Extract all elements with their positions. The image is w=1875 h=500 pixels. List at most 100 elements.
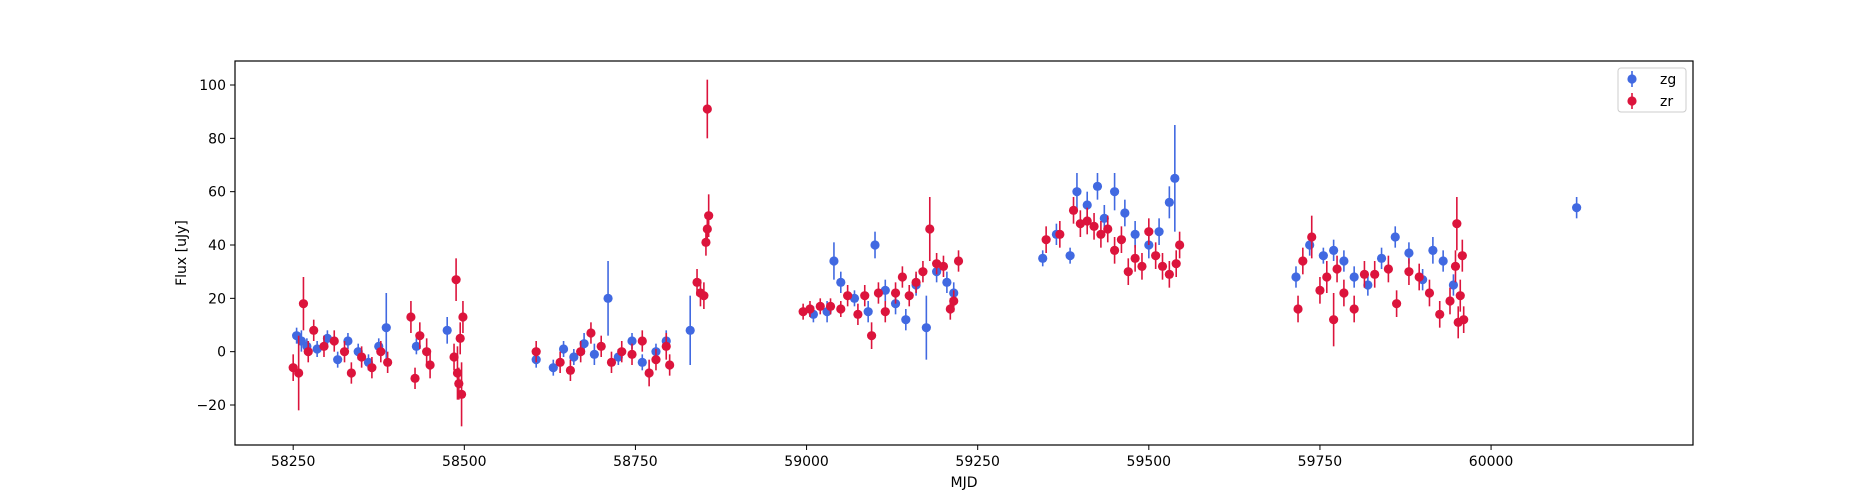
data-point bbox=[942, 277, 952, 287]
legend-marker bbox=[1627, 74, 1637, 84]
y-tick-label: 80 bbox=[208, 131, 226, 147]
data-point bbox=[651, 355, 661, 365]
data-point bbox=[1164, 197, 1174, 207]
data-point bbox=[1452, 219, 1462, 229]
data-point bbox=[1572, 203, 1582, 213]
data-point bbox=[945, 304, 955, 314]
data-point bbox=[1082, 200, 1092, 210]
data-point bbox=[1103, 224, 1113, 234]
data-point bbox=[699, 291, 709, 301]
data-point bbox=[422, 347, 432, 357]
series-zg bbox=[292, 125, 1582, 376]
data-point bbox=[586, 328, 596, 338]
data-point bbox=[1038, 253, 1048, 263]
data-point bbox=[1332, 264, 1342, 274]
data-point bbox=[1329, 245, 1339, 255]
data-point bbox=[805, 304, 815, 314]
series-layer bbox=[288, 79, 1582, 427]
y-tick-label: −20 bbox=[196, 398, 226, 414]
data-point bbox=[442, 325, 452, 335]
data-point bbox=[825, 301, 836, 311]
data-point bbox=[1414, 272, 1424, 282]
data-point bbox=[451, 275, 461, 285]
data-point bbox=[1383, 264, 1393, 274]
data-point bbox=[589, 349, 599, 359]
y-tick-label: 0 bbox=[217, 345, 226, 361]
data-point bbox=[1082, 216, 1092, 226]
data-point bbox=[637, 336, 647, 346]
data-point bbox=[665, 360, 675, 370]
data-point bbox=[329, 336, 339, 346]
data-point bbox=[1363, 280, 1373, 290]
data-point bbox=[1157, 261, 1168, 271]
data-point bbox=[870, 240, 880, 250]
data-point bbox=[627, 349, 637, 359]
plot-area-frame bbox=[234, 60, 1694, 446]
legend-marker bbox=[1627, 96, 1637, 106]
data-point bbox=[1154, 227, 1164, 237]
legend-label: zr bbox=[1660, 94, 1673, 110]
data-point bbox=[1144, 227, 1154, 237]
data-point bbox=[1298, 256, 1308, 266]
data-point bbox=[1307, 232, 1317, 242]
data-point bbox=[627, 336, 637, 346]
data-point bbox=[860, 291, 870, 301]
data-point bbox=[383, 357, 393, 367]
data-point bbox=[925, 224, 935, 234]
x-tick-label: 59000 bbox=[784, 454, 829, 470]
data-point bbox=[1339, 288, 1349, 298]
data-point bbox=[1450, 261, 1461, 271]
data-point bbox=[704, 211, 714, 221]
data-point bbox=[953, 256, 964, 266]
data-point bbox=[1318, 251, 1328, 261]
legend: zg zr bbox=[1617, 67, 1687, 113]
data-point bbox=[911, 277, 921, 287]
data-point bbox=[1072, 187, 1082, 197]
data-point bbox=[1065, 251, 1075, 261]
data-point bbox=[410, 373, 420, 383]
y-tick-label: 100 bbox=[199, 78, 226, 94]
data-point bbox=[339, 347, 350, 357]
data-point bbox=[853, 309, 863, 319]
data-point bbox=[1392, 299, 1402, 309]
data-point bbox=[866, 331, 877, 341]
data-point bbox=[381, 323, 391, 333]
data-point bbox=[1457, 251, 1467, 261]
data-point bbox=[701, 237, 711, 247]
series-zr bbox=[288, 79, 1469, 427]
data-point bbox=[897, 272, 907, 282]
data-point bbox=[890, 288, 901, 298]
y-tick-label: 60 bbox=[208, 185, 226, 201]
data-point bbox=[1099, 213, 1109, 223]
data-point bbox=[1089, 221, 1099, 231]
data-point bbox=[1448, 280, 1459, 290]
data-point bbox=[1376, 253, 1387, 263]
data-point bbox=[406, 312, 416, 322]
data-point bbox=[1175, 240, 1185, 250]
data-point bbox=[637, 357, 647, 367]
data-point bbox=[829, 256, 839, 266]
data-point bbox=[1435, 309, 1445, 319]
data-point bbox=[579, 339, 589, 349]
x-tick-label: 58250 bbox=[271, 454, 316, 470]
data-point bbox=[836, 277, 846, 287]
data-point bbox=[1164, 269, 1174, 279]
x-tick-label: 60000 bbox=[1469, 454, 1514, 470]
data-point bbox=[1390, 232, 1400, 242]
data-point bbox=[1120, 208, 1130, 218]
data-point bbox=[458, 312, 468, 322]
legend-label: zg bbox=[1660, 72, 1676, 88]
data-point bbox=[303, 347, 313, 357]
data-point bbox=[1109, 245, 1120, 255]
data-point bbox=[449, 352, 459, 362]
data-point bbox=[1130, 253, 1140, 263]
data-point bbox=[1123, 267, 1133, 277]
data-point bbox=[1428, 245, 1438, 255]
data-point bbox=[938, 261, 949, 271]
data-point bbox=[357, 352, 367, 362]
data-point bbox=[1438, 256, 1448, 266]
x-tick-label: 59750 bbox=[1298, 454, 1343, 470]
x-axis-title: MJD bbox=[951, 475, 978, 491]
data-point bbox=[1068, 205, 1079, 215]
data-point bbox=[685, 325, 695, 335]
